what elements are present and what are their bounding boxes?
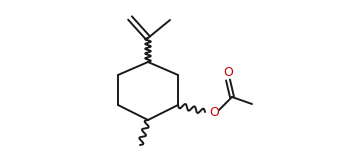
Text: O: O <box>209 106 219 119</box>
Text: O: O <box>223 67 233 80</box>
